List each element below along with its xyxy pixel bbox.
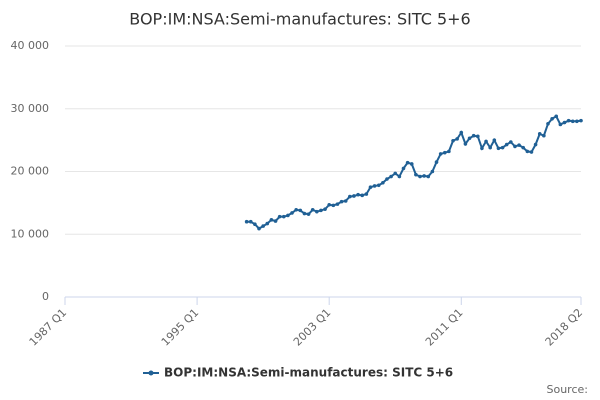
point — [310, 207, 315, 212]
point — [533, 142, 538, 147]
point — [298, 208, 303, 213]
point — [385, 177, 389, 181]
point — [447, 149, 451, 154]
point — [306, 212, 311, 216]
point — [504, 142, 509, 147]
point — [348, 194, 352, 199]
point — [488, 145, 492, 150]
point — [269, 218, 274, 222]
legend-label: BOP:IM:NSA:Semi-manufactures: SITC 5+6 — [164, 366, 453, 380]
point — [364, 192, 369, 196]
line — [246, 114, 582, 230]
point — [467, 136, 472, 141]
y-tick-label: 20 000 — [11, 165, 50, 178]
point — [356, 192, 360, 197]
point — [244, 219, 249, 224]
point — [327, 202, 331, 207]
point — [323, 207, 327, 211]
point — [451, 138, 455, 143]
point — [459, 130, 464, 135]
point — [496, 146, 501, 151]
point — [257, 226, 261, 231]
point — [550, 116, 554, 121]
point — [570, 119, 575, 124]
point — [513, 144, 517, 149]
y-tick-label: 0 — [42, 290, 49, 303]
point — [558, 122, 563, 127]
point — [521, 145, 526, 150]
point — [463, 142, 468, 146]
point — [476, 134, 480, 139]
point — [281, 214, 286, 219]
point — [500, 145, 505, 150]
point — [331, 203, 336, 208]
point — [509, 140, 513, 144]
chart-title: BOP:IM:NSA:Semi-manufactures: SITC 5+6 — [129, 10, 470, 29]
point — [343, 199, 348, 203]
point — [286, 213, 290, 218]
point — [381, 180, 385, 185]
point — [265, 221, 270, 226]
point — [397, 174, 402, 179]
point — [492, 138, 497, 142]
point — [455, 137, 459, 141]
y-tick-label: 10 000 — [11, 227, 50, 240]
x-tick-label: 1995 Q1 — [159, 306, 202, 349]
point — [546, 122, 550, 126]
point — [277, 214, 282, 219]
point — [253, 222, 257, 227]
point — [418, 174, 422, 179]
point — [376, 183, 381, 188]
point — [401, 166, 406, 171]
point — [575, 119, 579, 124]
point — [579, 118, 583, 123]
point — [537, 132, 542, 136]
x-tick-label: 2018 Q2 — [543, 306, 586, 349]
point — [389, 174, 393, 179]
x-tick-label: 2003 Q1 — [291, 306, 334, 349]
point — [434, 160, 439, 164]
point — [273, 219, 278, 223]
x-tick-label: 2011 Q1 — [423, 306, 466, 349]
point — [409, 162, 414, 166]
y-tick-label: 40 000 — [11, 39, 50, 52]
point — [339, 199, 344, 204]
point — [542, 133, 546, 138]
source: Source: — [547, 383, 589, 396]
point — [393, 171, 398, 176]
point — [248, 219, 253, 224]
point — [430, 169, 435, 174]
point — [319, 208, 323, 213]
point — [426, 174, 431, 179]
point — [414, 172, 418, 177]
point — [405, 160, 410, 165]
point — [261, 224, 265, 228]
legend-marker — [148, 370, 154, 376]
point — [517, 143, 521, 147]
y-tick-label: 30 000 — [11, 102, 50, 115]
point — [554, 114, 559, 119]
point — [529, 150, 534, 154]
point — [290, 211, 294, 215]
point — [422, 174, 426, 178]
point — [566, 118, 571, 123]
point — [525, 149, 530, 154]
point — [315, 209, 319, 214]
point — [480, 146, 484, 151]
point — [335, 202, 340, 206]
point — [302, 211, 307, 216]
point — [562, 120, 567, 125]
point — [438, 152, 443, 156]
point — [372, 184, 377, 188]
point — [294, 207, 298, 212]
point — [471, 133, 476, 138]
point — [360, 193, 365, 198]
x-tick-label: 1987 Q1 — [27, 306, 70, 349]
point — [484, 139, 488, 144]
point — [442, 150, 447, 155]
point — [368, 185, 373, 189]
point — [352, 194, 356, 198]
